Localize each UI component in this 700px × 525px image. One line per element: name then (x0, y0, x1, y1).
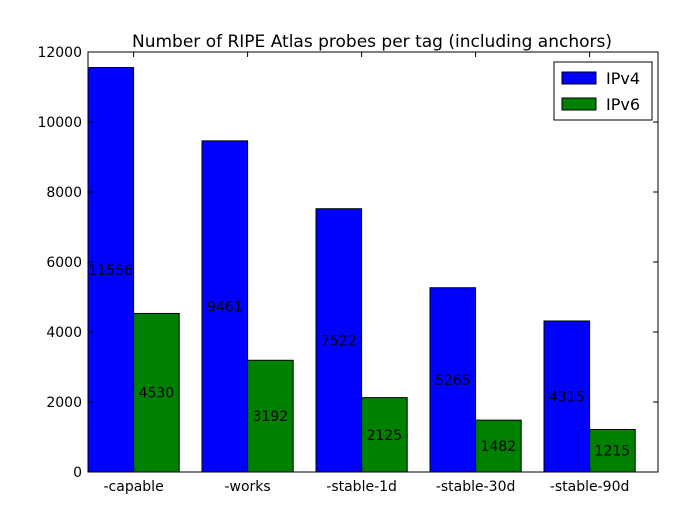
data-label-ipv6-4: 1215 (595, 444, 631, 460)
data-label-ipv6-0: 4530 (139, 386, 175, 402)
bar-ipv6-2 (361, 397, 408, 473)
data-label-ipv4-2: 7522 (321, 333, 357, 349)
y-tick-label-3: 6000 (46, 255, 82, 271)
x-tick-label-1: -works (224, 479, 270, 495)
data-label-ipv4-0: 11556 (89, 263, 134, 279)
legend-swatch-ipv4 (561, 71, 597, 85)
bar-ipv4-3 (429, 287, 477, 473)
y-tick-label-2: 4000 (46, 325, 82, 341)
chart-title: Number of RIPE Atlas probes per tag (inc… (132, 32, 612, 52)
data-label-ipv4-4: 4315 (549, 389, 585, 405)
bar-ipv4-2 (315, 208, 363, 473)
data-label-ipv6-3: 1482 (481, 439, 517, 455)
data-label-ipv6-2: 2125 (367, 428, 403, 444)
y-axis: 0 2000 4000 6000 8000 10000 12000 (37, 45, 658, 481)
bar-ipv4-0 (87, 67, 135, 473)
legend-swatch-ipv6 (561, 97, 597, 111)
x-tick-label-3: -stable-30d (436, 479, 516, 495)
legend-label-ipv6: IPv6 (606, 95, 640, 114)
bars-group (87, 67, 636, 473)
data-label-ipv6-1: 3192 (253, 409, 289, 425)
bar-ipv4-1 (201, 140, 249, 473)
x-tick-label-2: -stable-1d (326, 479, 397, 495)
legend-label-ipv4: IPv4 (606, 69, 640, 88)
x-tick-label-4: -stable-90d (550, 479, 630, 495)
y-tick-label-0: 0 (73, 465, 82, 481)
data-labels-group: 11556 9461 7522 5265 4315 4530 3192 2125 1482 121… (89, 263, 631, 460)
bar-ipv6-4 (589, 428, 636, 473)
y-tick-label-6: 12000 (37, 45, 82, 61)
data-label-ipv4-3: 5265 (435, 373, 471, 389)
legend: IPv4 IPv6 (553, 61, 653, 121)
y-tick-label-4: 8000 (46, 185, 82, 201)
y-tick-label-1: 2000 (46, 395, 82, 411)
bar-ipv6-0 (133, 312, 180, 473)
data-label-ipv4-1: 9461 (207, 299, 243, 315)
x-axis: -capable -works -stable-1d -stable-30d -stab… (104, 52, 630, 495)
y-tick-label-5: 10000 (37, 115, 82, 131)
x-tick-label-0: -capable (104, 479, 164, 495)
